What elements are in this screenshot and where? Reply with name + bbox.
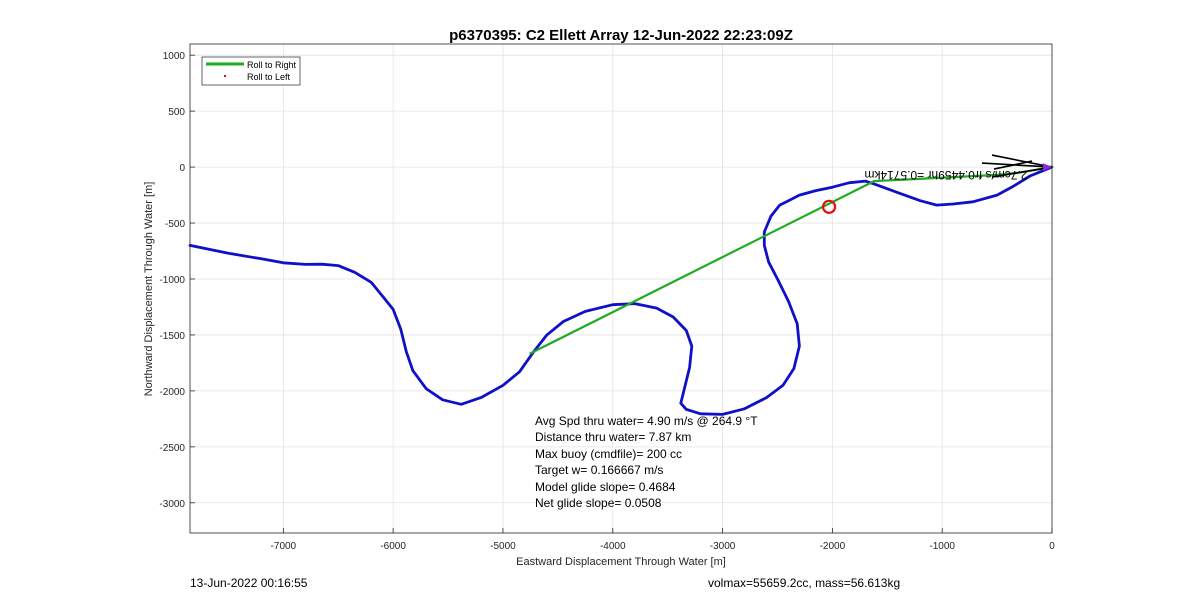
stat-max-buoy: Max buoy (cmdfile)= 200 cc bbox=[535, 447, 682, 461]
x-tick-label: -1000 bbox=[929, 541, 955, 552]
x-tick-label: -5000 bbox=[490, 541, 516, 552]
chart-title: p6370395: C2 Ellett Array 12-Jun-2022 22… bbox=[449, 27, 793, 44]
y-tick-label: -500 bbox=[165, 219, 185, 230]
stat-avg-speed: Avg Spd thru water= 4.90 m/s @ 264.9 °T bbox=[535, 414, 758, 428]
axis-ticks: -7000 -6000 -5000 -4000 -3000 -2000 -1000 01000… bbox=[159, 51, 1055, 552]
x-tick-label: -4000 bbox=[600, 541, 626, 552]
start-marker bbox=[1043, 163, 1052, 172]
legend-label-roll-right: Roll to Right bbox=[247, 60, 297, 70]
y-tick-label: 500 bbox=[168, 107, 185, 118]
legend-label-roll-left: Roll to Left bbox=[247, 72, 291, 82]
legend-box bbox=[201, 56, 301, 86]
current-arrow bbox=[981, 154, 1053, 178]
footer-vol-mass: volmax=55659.2cc, mass=56.613kg bbox=[708, 576, 901, 590]
x-tick-label: -2000 bbox=[820, 541, 846, 552]
current-annotation: 2.7cm/s fr0.4459hr =0.5714km bbox=[864, 168, 1027, 182]
plot-frame bbox=[189, 43, 1053, 534]
y-tick-label: -1500 bbox=[159, 331, 185, 342]
stats-block: Avg Spd thru water= 4.90 m/s @ 264.9 °T … bbox=[535, 414, 758, 510]
stat-target-w: Target w= 0.166667 m/s bbox=[535, 463, 663, 477]
waypoint-circle-marker bbox=[821, 199, 837, 214]
y-tick-label: -1000 bbox=[159, 275, 185, 286]
legend-swatch-roll-left bbox=[224, 75, 226, 77]
x-tick-label: -3000 bbox=[710, 541, 736, 552]
y-tick-label: 1000 bbox=[163, 51, 186, 62]
x-tick-label: 0 bbox=[1049, 541, 1055, 552]
legend: Roll to Right Roll to Left bbox=[201, 56, 301, 86]
y-tick-label: 0 bbox=[179, 163, 185, 174]
x-tick-label: -7000 bbox=[271, 541, 297, 552]
y-tick-label: -2500 bbox=[159, 443, 185, 454]
stat-net-glide-slope: Net glide slope= 0.0508 bbox=[535, 496, 662, 510]
plot-area bbox=[190, 44, 1052, 533]
y-tick-label: -3000 bbox=[159, 499, 185, 510]
footer-timestamp: 13-Jun-2022 00:16:55 bbox=[190, 576, 308, 590]
stat-distance: Distance thru water= 7.87 km bbox=[535, 430, 691, 444]
x-axis-label: Eastward Displacement Through Water [m] bbox=[516, 556, 726, 568]
marker-layer bbox=[821, 154, 1053, 214]
y-axis-label: Northward Displacement Through Water [m] bbox=[143, 182, 155, 397]
x-tick-label: -6000 bbox=[380, 541, 406, 552]
glider-track-line bbox=[188, 165, 1054, 416]
stat-model-glide-slope: Model glide slope= 0.4684 bbox=[535, 480, 676, 494]
current-label: 2.7cm/s fr0.4459hr =0.5714km bbox=[864, 168, 1027, 182]
y-tick-label: -2000 bbox=[159, 387, 185, 398]
